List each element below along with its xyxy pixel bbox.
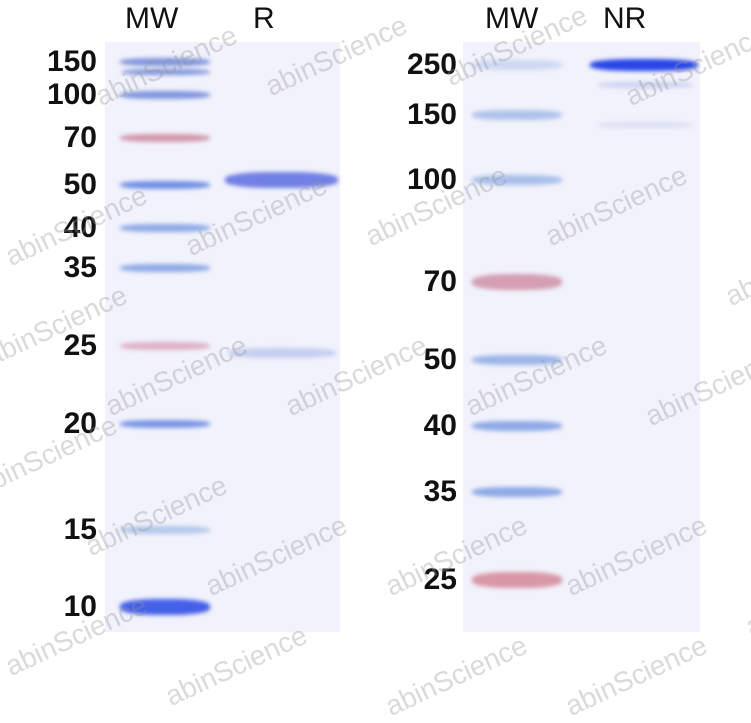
marker-label-40: 40 (423, 409, 457, 442)
marker-label-20: 20 (63, 407, 97, 440)
right-marker-band (472, 60, 562, 70)
right-gel (463, 42, 700, 632)
r-lane-band-25kda (228, 348, 336, 358)
nr-lane-band-faint (598, 122, 693, 128)
marker-label-70: 70 (63, 121, 97, 154)
marker-label-50: 50 (423, 343, 457, 376)
left-marker-band (122, 69, 210, 75)
left-marker-band (120, 599, 210, 615)
left-gel (105, 42, 340, 632)
left-marker-band (120, 526, 210, 534)
right-marker-band (472, 421, 562, 431)
left-marker-band (120, 134, 210, 142)
left-marker-band (120, 58, 210, 66)
right-marker-band (472, 572, 562, 588)
marker-label-150: 150 (46, 45, 97, 78)
right-marker-band (472, 175, 562, 185)
marker-label-15: 15 (63, 513, 97, 546)
marker-label-100: 100 (406, 163, 457, 196)
watermark: abinScience (720, 219, 751, 312)
marker-label-25: 25 (423, 563, 457, 596)
left-r-header: R (253, 2, 275, 35)
right-marker-band (472, 355, 562, 365)
r-lane-band-50kda (225, 172, 338, 188)
marker-label-10: 10 (63, 590, 97, 623)
marker-label-25: 25 (63, 329, 97, 362)
marker-label-70: 70 (423, 265, 457, 298)
watermark: abinScience (380, 629, 532, 722)
right-mw-header: MW (485, 2, 539, 35)
marker-label-35: 35 (423, 475, 457, 508)
watermark: abinScience (560, 629, 712, 722)
marker-label-100: 100 (46, 78, 97, 111)
right-marker-band (472, 110, 562, 120)
right-marker-band (472, 274, 562, 290)
right-marker-band (472, 487, 562, 497)
watermark: abinScience (160, 619, 312, 712)
left-marker-band (120, 181, 210, 189)
left-marker-band (120, 91, 210, 99)
left-marker-band (120, 264, 210, 272)
marker-label-40: 40 (63, 211, 97, 244)
left-marker-band (120, 224, 210, 232)
marker-label-150: 150 (406, 98, 457, 131)
nr-lane-band-main (590, 59, 698, 71)
watermark: abinScience (740, 549, 751, 642)
marker-label-50: 50 (63, 168, 97, 201)
left-marker-band (120, 342, 210, 350)
nr-lane-band-faint (598, 82, 693, 88)
marker-label-250: 250 (406, 48, 457, 81)
left-mw-header: MW (125, 2, 179, 35)
marker-label-35: 35 (63, 251, 97, 284)
left-marker-band (120, 420, 210, 428)
right-nr-header: NR (603, 2, 647, 35)
